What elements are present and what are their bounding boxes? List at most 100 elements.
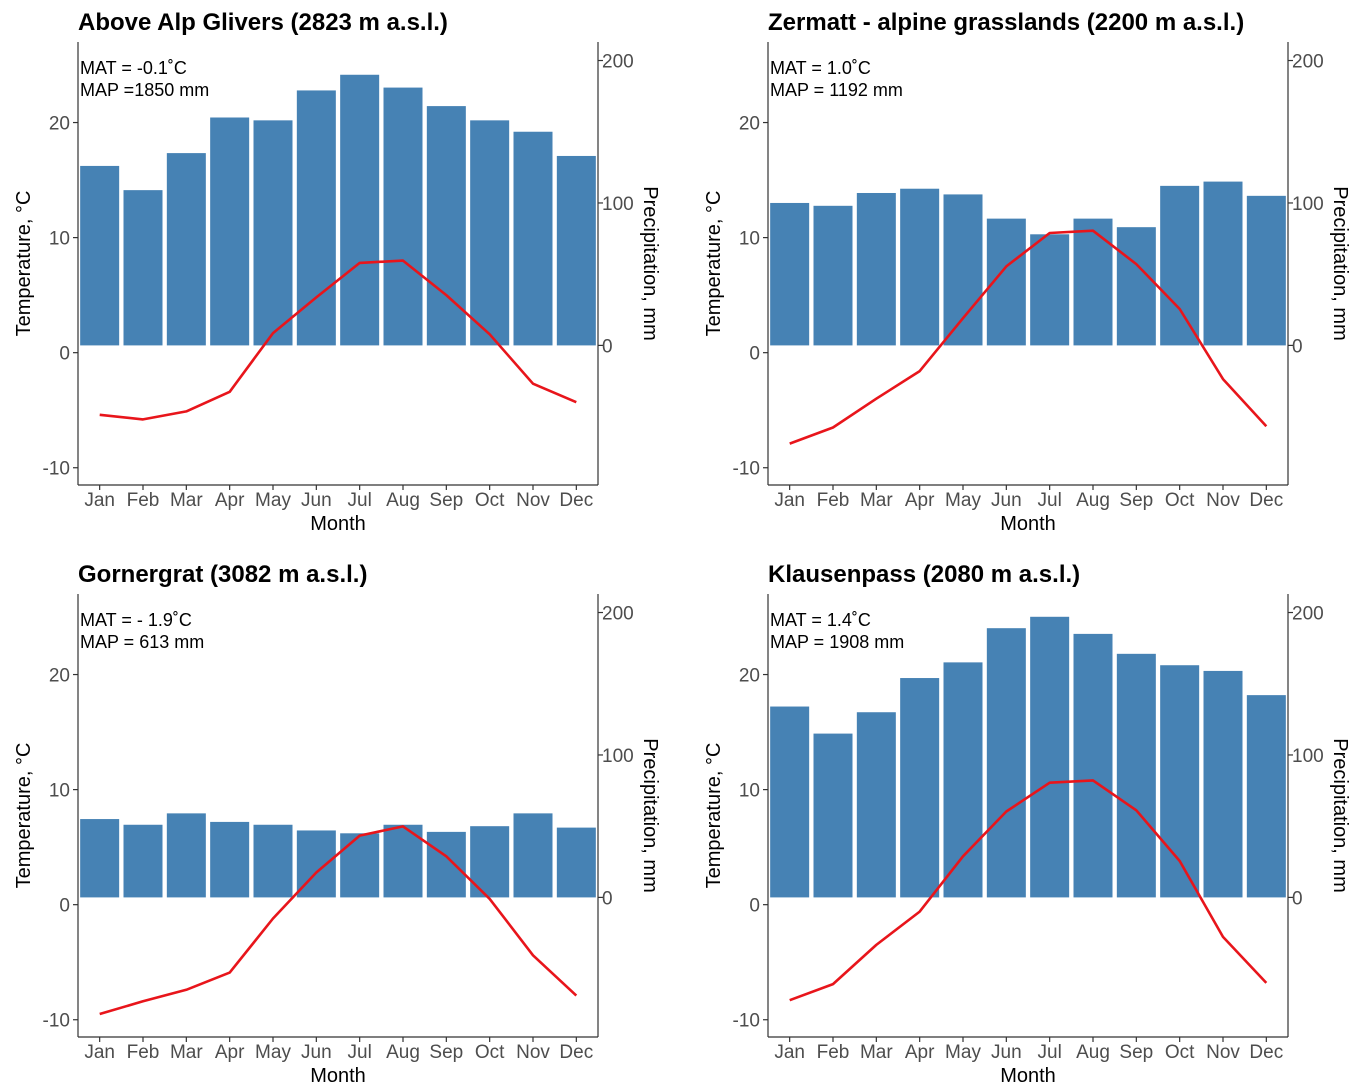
chart-title: Klausenpass (2080 m a.s.l.)	[768, 561, 1080, 588]
x-axis-title: Month	[1000, 513, 1056, 535]
y2-axis-title: Precipitation, mm	[639, 186, 661, 341]
precipitation-bar-apr	[210, 821, 250, 898]
y-axis-title: Temperature, °C	[13, 191, 35, 337]
precipitation-bar-aug	[383, 87, 423, 346]
y2-axis-title: Precipitation, mm	[1329, 738, 1351, 893]
x-tick-label: May	[945, 1042, 981, 1063]
x-tick-label: Mar	[170, 1042, 203, 1063]
annotation-mat: MAT = - 1.9˚C	[80, 610, 192, 630]
chart-svg: Above Alp Glivers (2823 m a.s.l.) -10 0 10 2…	[13, 9, 661, 535]
x-tick-label: Jan	[774, 490, 805, 511]
x-axis-title: Month	[1000, 1065, 1056, 1087]
y-axis-title: Temperature, °C	[703, 191, 725, 337]
x-tick-label: Jun	[991, 1042, 1022, 1063]
y2-tick-label: 0	[602, 888, 613, 909]
temperature-line	[99, 259, 577, 421]
temperature-line	[789, 229, 1268, 445]
x-tick-label: Aug	[386, 1042, 420, 1063]
x-tick-label: May	[255, 1042, 291, 1063]
precipitation-bar-dec	[556, 155, 596, 346]
precipitation-bar-mar	[166, 153, 206, 346]
y-tick-label: 10	[49, 229, 70, 250]
x-tick-label: Oct	[1165, 490, 1195, 511]
precipitation-bar-oct	[470, 120, 510, 346]
y-tick-label: 10	[739, 781, 760, 802]
precipitation-bar-jan	[80, 165, 120, 346]
x-tick-label: Feb	[127, 1042, 160, 1063]
x-tick-label: Dec	[1249, 1042, 1283, 1063]
y-tick-label: 0	[749, 896, 760, 917]
x-tick-label: Aug	[1076, 490, 1110, 511]
precipitation-bar-dec	[556, 827, 596, 898]
x-tick-label: Aug	[386, 490, 420, 511]
y-tick-label: 10	[739, 229, 760, 250]
x-tick-label: Jan	[84, 490, 115, 511]
precipitation-bar-aug	[1073, 218, 1113, 346]
x-tick-label: Sep	[429, 1042, 463, 1063]
x-axis-title: Month	[310, 513, 366, 535]
chart-panel-above-alp-glivers: Above Alp Glivers (2823 m a.s.l.) -10 0 10 2…	[0, 0, 680, 540]
x-tick-label: Dec	[1249, 490, 1283, 511]
x-tick-label: Jun	[301, 1042, 332, 1063]
y2-axis-title: Precipitation, mm	[639, 738, 661, 893]
annotation-map: MAP = 1908 mm	[770, 632, 904, 652]
y2-tick-label: 100	[602, 194, 634, 215]
y2-tick-label: 200	[602, 604, 634, 625]
y2-tick-label: 200	[1292, 52, 1324, 73]
y-tick-label: -10	[733, 459, 760, 480]
precipitation-bar-nov	[513, 813, 553, 898]
y-tick-label: 20	[49, 114, 70, 135]
y2-tick-label: 0	[602, 336, 613, 357]
x-tick-label: Jul	[348, 1042, 372, 1063]
y2-tick-label: 200	[1292, 604, 1324, 625]
precipitation-bar-may	[253, 824, 293, 898]
annotation-map: MAP = 613 mm	[80, 632, 204, 652]
x-tick-label: Oct	[475, 490, 505, 511]
precipitation-bar-jul	[1030, 616, 1070, 898]
x-tick-label: Mar	[860, 1042, 893, 1063]
x-tick-label: Feb	[817, 490, 850, 511]
y-tick-label: -10	[43, 1011, 70, 1032]
y2-tick-label: 100	[1292, 194, 1324, 215]
y-tick-label: 10	[49, 781, 70, 802]
precipitation-bar-sep	[1116, 227, 1156, 346]
y2-tick-label: 100	[1292, 746, 1324, 767]
precipitation-bar-jul	[1030, 234, 1070, 346]
annotation-mat: MAT = 1.0˚C	[770, 58, 871, 78]
chart-panel-gornergrat: Gornergrat (3082 m a.s.l.) -10 0 10 20 0 100 20…	[0, 552, 680, 1092]
x-tick-label: Nov	[1206, 1042, 1240, 1063]
chart-svg: Gornergrat (3082 m a.s.l.)-1001020010020…	[13, 561, 661, 1087]
precipitation-bar-dec	[1246, 695, 1286, 898]
x-tick-label: Dec	[559, 1042, 593, 1063]
precipitation-bar-apr	[900, 188, 940, 346]
y2-tick-label: 200	[602, 52, 634, 73]
x-tick-label: Sep	[1119, 1042, 1153, 1063]
temperature-line	[99, 825, 578, 1016]
x-tick-label: Apr	[215, 1042, 245, 1063]
annotation-map: MAP =1850 mm	[80, 80, 209, 100]
chart-title: Gornergrat (3082 m a.s.l.)	[78, 561, 367, 588]
x-tick-label: Feb	[817, 1042, 850, 1063]
y-axis-title: Temperature, °C	[703, 743, 725, 889]
temperature-line	[789, 779, 1268, 1002]
y2-tick-label: 0	[1292, 888, 1303, 909]
x-tick-label: Sep	[429, 490, 463, 511]
precipitation-bar-apr	[900, 678, 940, 898]
precipitation-bar-oct	[1160, 665, 1200, 898]
precipitation-bar-jun	[986, 628, 1026, 898]
x-tick-label: Jul	[348, 490, 372, 511]
x-tick-label: Jan	[84, 1042, 115, 1063]
x-tick-label: Dec	[559, 490, 593, 511]
chart-svg: Zermatt - alpine grasslands (2200 m a.s.…	[703, 9, 1351, 535]
x-tick-label: May	[255, 490, 291, 511]
precipitation-bar-feb	[123, 190, 163, 346]
chart-title: Above Alp Glivers (2823 m a.s.l.)	[78, 9, 448, 36]
chart-panel-klausenpass: Klausenpass (2080 m a.s.l.) -10 0 10 20 0 100 2…	[690, 552, 1363, 1092]
precipitation-bar-mar	[856, 192, 896, 346]
x-tick-label: Oct	[1165, 1042, 1195, 1063]
precipitation-bar-may	[253, 120, 293, 346]
precipitation-bar-dec	[1246, 195, 1286, 346]
y-tick-label: 0	[59, 896, 70, 917]
y2-tick-label: 0	[1292, 336, 1303, 357]
